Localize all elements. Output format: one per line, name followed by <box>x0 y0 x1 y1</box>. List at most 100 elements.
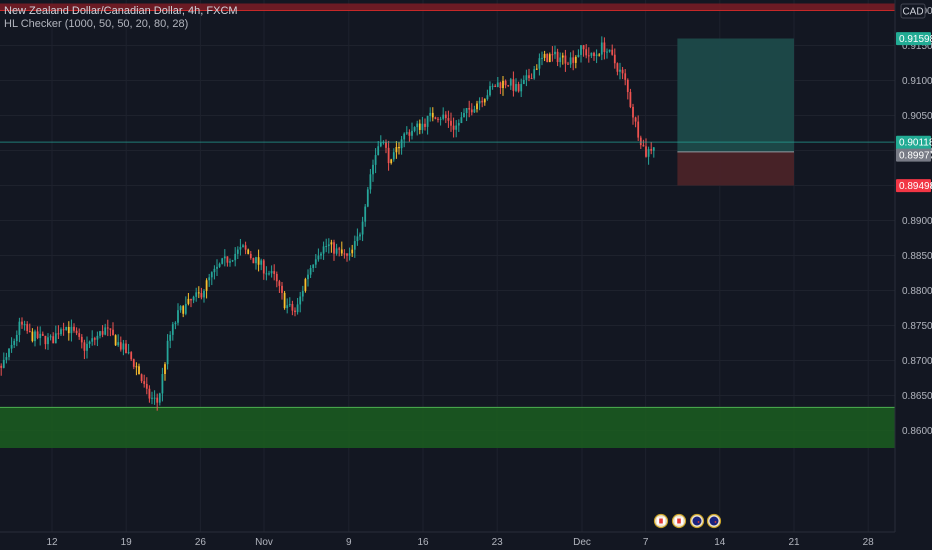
indicator-label[interactable]: HL Checker (1000, 50, 50, 20, 80, 28) <box>4 18 188 30</box>
candle-body <box>582 45 585 50</box>
candles <box>0 36 655 411</box>
candle-body <box>169 334 172 341</box>
candle-body <box>481 100 484 103</box>
candle-body <box>93 338 96 340</box>
candle-body <box>340 249 343 254</box>
canada-flag-icon[interactable] <box>671 513 687 529</box>
candle-body <box>166 340 169 365</box>
candle-body <box>616 63 619 72</box>
candle-body <box>294 310 296 313</box>
candle-body <box>512 79 515 91</box>
time-tick-label: 21 <box>788 537 800 548</box>
candle-body <box>226 256 229 263</box>
price-tag <box>896 135 931 149</box>
currency-badge[interactable]: CAD <box>900 3 926 19</box>
candle-body <box>231 260 234 262</box>
candle-body <box>465 108 468 114</box>
candle-body <box>629 92 632 107</box>
candle-body <box>158 393 161 403</box>
candle-body <box>5 357 8 360</box>
new-zealand-flag-icon[interactable] <box>706 513 722 529</box>
candle-body <box>132 359 135 367</box>
candle-body <box>247 249 250 254</box>
price-tag <box>896 179 931 193</box>
candle-body <box>67 326 70 334</box>
event-icons[interactable] <box>653 513 722 529</box>
candle-body <box>338 248 341 250</box>
price-tag <box>896 32 931 46</box>
candle-body <box>353 241 356 250</box>
candle-body <box>65 326 68 330</box>
candle-body <box>645 146 647 157</box>
candle-body <box>23 324 26 326</box>
price-tag-label: 0.89498 <box>899 181 932 192</box>
candle-body <box>452 125 455 130</box>
long-position-tool[interactable] <box>677 38 794 186</box>
canada-flag-icon[interactable] <box>653 513 669 529</box>
candle-body <box>499 82 502 88</box>
candle-body <box>587 55 590 57</box>
time-tick-label: Dec <box>573 537 591 548</box>
candle-body <box>533 69 536 79</box>
candle-body <box>70 326 73 334</box>
candle-body <box>41 333 44 336</box>
candle-body <box>551 54 554 56</box>
candle-body <box>374 155 377 165</box>
candle-body <box>447 118 450 121</box>
candle-body <box>164 364 166 375</box>
candle-body <box>387 147 390 164</box>
candle-body <box>138 366 140 375</box>
candle-body <box>330 242 333 245</box>
candle-body <box>403 133 406 140</box>
candle-body <box>39 333 42 339</box>
stop-zone[interactable] <box>677 151 794 186</box>
candle-body <box>424 123 426 127</box>
candle-body <box>564 55 567 64</box>
candle-body <box>21 321 23 325</box>
candle-body <box>203 290 205 298</box>
flag-field <box>692 516 702 526</box>
target-zone[interactable] <box>677 38 794 152</box>
candle-body <box>600 42 603 55</box>
candle-body <box>554 51 556 55</box>
zones <box>0 3 895 448</box>
candle-body <box>327 244 330 247</box>
candle-body <box>242 245 244 248</box>
candle-body <box>156 397 159 403</box>
candle-body <box>598 54 601 56</box>
new-zealand-flag-icon[interactable] <box>689 513 705 529</box>
candle-body <box>47 337 49 345</box>
candle-body <box>442 114 445 119</box>
candle-body <box>405 132 408 134</box>
candle-body <box>507 85 510 87</box>
candle-body <box>73 326 75 331</box>
candle-body <box>145 383 148 389</box>
candle-body <box>125 343 127 354</box>
candle-body <box>509 79 512 86</box>
candle-body <box>348 253 351 256</box>
chart-title: New Zealand Dollar/Canadian Dollar, 4h, … <box>4 5 238 17</box>
candle-body <box>177 310 179 323</box>
candle-body <box>291 304 294 311</box>
candle-body <box>275 273 278 282</box>
candle-body <box>483 99 486 103</box>
candle-body <box>379 142 382 147</box>
candle-body <box>580 45 582 55</box>
candle-body <box>457 123 460 126</box>
candle-body <box>114 335 117 346</box>
candle-body <box>299 296 302 305</box>
candle-body <box>288 304 291 306</box>
candle-body <box>603 42 606 53</box>
candle-body <box>192 296 195 301</box>
candle-body <box>119 342 122 350</box>
candle-body <box>556 51 559 63</box>
candle-body <box>325 246 328 248</box>
candle-body <box>143 381 146 384</box>
